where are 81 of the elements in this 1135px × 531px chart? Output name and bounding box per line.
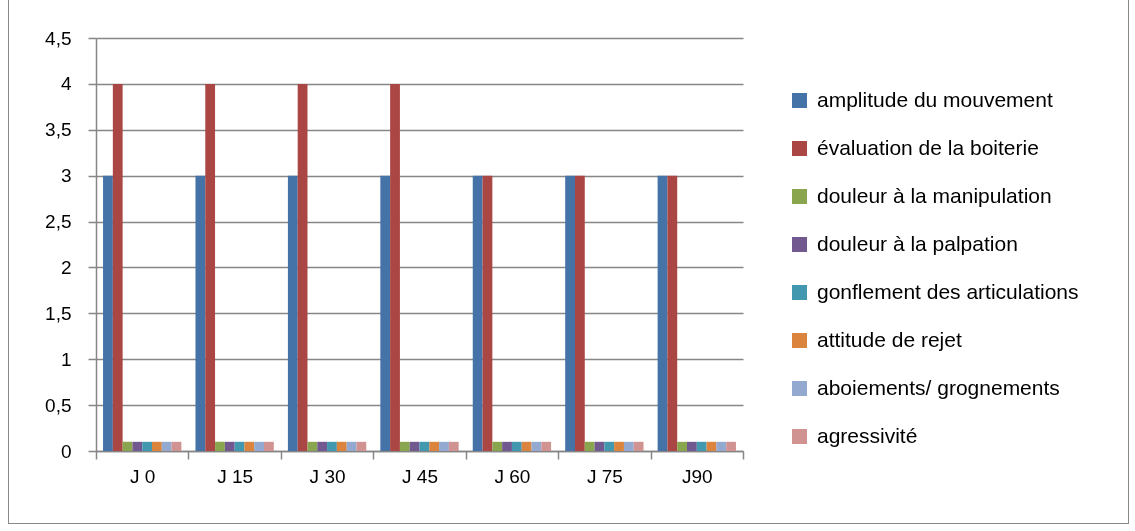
bar [667,175,678,451]
bar [706,441,717,451]
bar [565,175,575,451]
y-tick-label: 0 [60,440,72,462]
bar [657,175,668,451]
bar [409,441,420,451]
bar [224,441,235,451]
bar [390,83,400,451]
y-tick-label: 4 [60,73,72,95]
bar [696,441,707,451]
bar [346,441,357,451]
bar [380,175,391,451]
bar [297,83,308,451]
bar [614,441,624,451]
bar [677,441,687,451]
bar [103,175,113,451]
y-tick-label: 2 [60,256,72,278]
legend-label: aboiements/ grognements [817,375,1060,399]
bar [264,441,274,451]
x-tick-label: J 75 [586,465,623,487]
bar [132,441,143,451]
bar [492,441,503,451]
legend-label: douleur à la manipulation [817,183,1052,207]
bar [244,441,255,451]
bar [287,175,298,451]
x-tick-label: J 15 [217,465,254,487]
bar [195,175,206,451]
bar [439,441,449,451]
bar [594,441,605,451]
bar [327,441,337,451]
bar [142,441,153,451]
bar [511,441,522,451]
bar [633,441,644,451]
x-tick-label: J 30 [309,465,346,487]
bar [215,441,225,451]
bar [521,441,532,451]
legend-label: douleur à la palpation [817,231,1018,255]
x-tick-label: J 45 [402,465,438,487]
bar [205,83,216,451]
bar [604,441,615,451]
bar [161,441,172,451]
y-tick-label: 3 [60,165,72,187]
bar [716,441,727,451]
x-tick-label: J90 [681,465,713,487]
bar [254,441,265,451]
bar [472,175,483,451]
bar [541,441,552,451]
bar [112,83,123,451]
y-tick-label: 1,5 [45,302,72,324]
y-tick-label: 2,5 [45,211,72,233]
bar [448,441,459,451]
legend-label: attitude de rejet [817,327,962,351]
bar [686,441,697,451]
bar [234,441,245,451]
bar [399,441,410,451]
legend-label: agressivité [817,423,918,447]
bar [502,441,512,451]
bar [419,441,430,451]
bar [307,441,318,451]
bar [122,441,133,451]
y-tick-label: 1 [60,348,72,370]
bar [356,441,367,451]
y-tick-label: 0,5 [45,394,72,416]
x-tick-label: J 60 [494,465,531,487]
legend-label: amplitude du mouvement [817,87,1053,111]
bar [531,441,542,451]
legend-label: évaluation de la boiterie [817,135,1039,159]
x-tick-label: J 0 [130,465,156,487]
bar [623,441,634,451]
bar [726,441,736,451]
bar [336,441,347,451]
bar [317,441,328,451]
bar [171,441,182,451]
y-tick-label: 3,5 [45,119,72,141]
bar [152,441,162,451]
y-tick-label: 4,5 [45,27,72,49]
bar [584,441,595,451]
bar [482,175,493,451]
legend-label: gonflement des articulations [817,279,1079,303]
bar [574,175,585,451]
bar [429,441,440,451]
